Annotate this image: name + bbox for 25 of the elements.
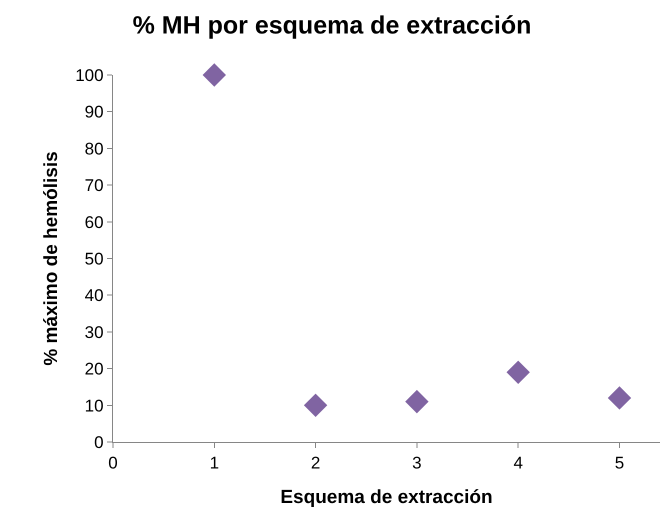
y-tick-label: 10 <box>84 396 104 416</box>
y-axis-title: % máximo de hemólisis <box>41 151 62 366</box>
y-tick-label: 80 <box>84 139 104 158</box>
y-tick-label: 0 <box>94 432 104 452</box>
y-tick-label: 50 <box>84 249 104 268</box>
x-tick-label: 4 <box>513 453 523 472</box>
x-tick-label: 2 <box>310 453 320 472</box>
x-tick-label: 0 <box>108 453 118 472</box>
y-tick-label: 20 <box>84 360 104 379</box>
x-tick-label: 1 <box>210 453 220 472</box>
y-tick-label: 70 <box>84 176 104 196</box>
y-tick-label: 90 <box>84 102 104 122</box>
chart-title: % MH por esquema de extracción <box>132 11 532 40</box>
y-tick-label: 100 <box>75 66 104 85</box>
point <box>304 394 328 417</box>
point <box>202 63 226 87</box>
point <box>405 390 429 414</box>
x-tick-label: 5 <box>614 453 624 472</box>
y-tick-label: 60 <box>84 212 104 232</box>
y-tick-label: 30 <box>84 322 104 342</box>
point <box>506 360 530 384</box>
x-tick-label: 3 <box>412 453 422 472</box>
x-axis-title: Esquema de extracción <box>280 487 493 508</box>
point <box>608 386 632 410</box>
y-tick-label: 40 <box>84 286 104 306</box>
